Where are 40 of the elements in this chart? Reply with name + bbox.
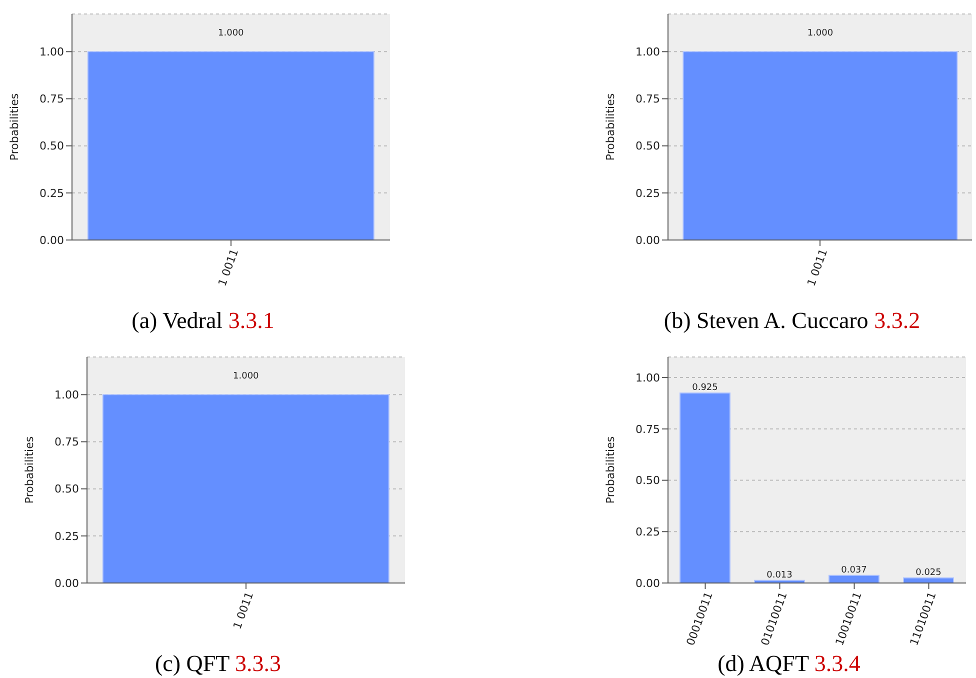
- y-tick-label: 1.00: [40, 46, 64, 59]
- x-tick-label: 1 0011: [216, 247, 242, 288]
- y-tick-label: 1.00: [636, 46, 660, 59]
- data-label: 0.025: [916, 568, 942, 578]
- y-tick-label: 0.00: [636, 234, 660, 247]
- text: (c) QFT 3.3.3: [154, 651, 282, 676]
- data-label: 1.000: [218, 28, 244, 39]
- y-tick-label: 0.00: [54, 576, 79, 590]
- x-tick-label: 1 0011: [230, 590, 256, 631]
- y-tick-label: 0.50: [54, 482, 79, 496]
- y-tick-label: 0.75: [40, 92, 64, 106]
- text: (d) AQFT 3.3.4: [718, 651, 860, 676]
- y-tick-label: 0.50: [636, 474, 660, 488]
- y-tick-label: 1.00: [636, 371, 660, 384]
- data-label: 0.013: [766, 570, 792, 580]
- data-label: 0.037: [841, 565, 867, 576]
- bar: [680, 392, 730, 583]
- text: (b) Steven A. Cuccaro 3.3.2: [664, 308, 920, 333]
- y-axis-title: Probabilities: [604, 436, 617, 504]
- data-label: 0.925: [692, 382, 718, 393]
- y-tick-label: 0.25: [636, 186, 660, 200]
- data-label: 1.000: [807, 28, 834, 39]
- y-tick-label: 0.75: [636, 92, 660, 106]
- y-tick-label: 0.25: [54, 530, 79, 543]
- y-axis-title: Probabilities: [22, 436, 36, 504]
- y-axis-title: Probabilities: [604, 93, 617, 161]
- y-tick-label: 0.00: [40, 234, 64, 247]
- data-label: 1.000: [233, 372, 260, 382]
- bar: [828, 574, 880, 583]
- y-tick-label: 0.75: [54, 436, 79, 449]
- y-tick-label: 0.25: [40, 186, 64, 200]
- y-tick-label: 0.75: [636, 422, 660, 436]
- y-axis-title: Probabilities: [8, 93, 21, 161]
- y-tick-label: 0.50: [40, 140, 64, 153]
- y-tick-label: 1.00: [54, 388, 79, 402]
- y-tick-label: 0.00: [636, 576, 660, 590]
- y-tick-label: 0.25: [636, 526, 660, 539]
- x-tick-label: 1 0011: [804, 247, 830, 288]
- text: (a) Vedral 3.3.1: [132, 308, 274, 333]
- y-tick-label: 0.50: [636, 140, 660, 153]
